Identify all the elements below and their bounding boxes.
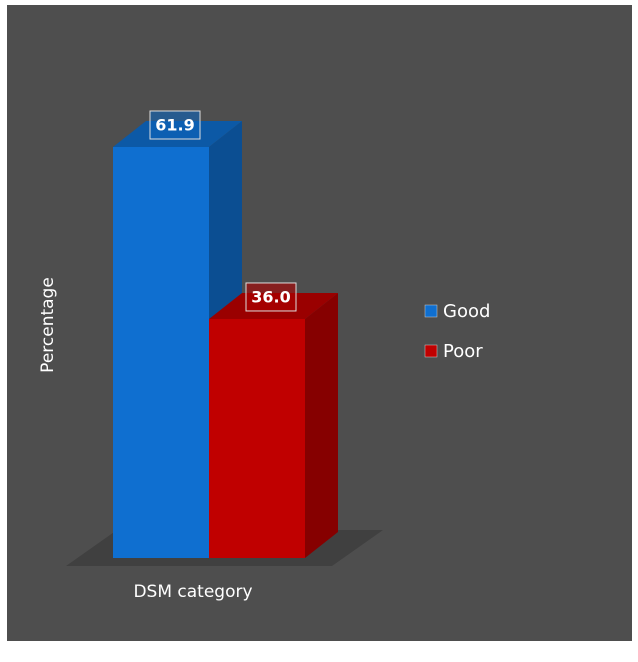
legend-label: Good [443, 301, 490, 322]
bar-side [305, 292, 338, 558]
legend-swatch [424, 304, 438, 318]
bar [209, 318, 305, 558]
bar [113, 147, 209, 558]
y-axis-label: Percentage [38, 277, 58, 373]
data-label: 36.0 [251, 287, 290, 306]
data-label: 61.9 [155, 116, 194, 135]
legend-label: Poor [443, 341, 483, 362]
data-label-box [149, 110, 201, 140]
data-label-box [245, 282, 297, 312]
legend-swatch [424, 344, 438, 358]
x-tick-label: DSM category [133, 582, 252, 602]
